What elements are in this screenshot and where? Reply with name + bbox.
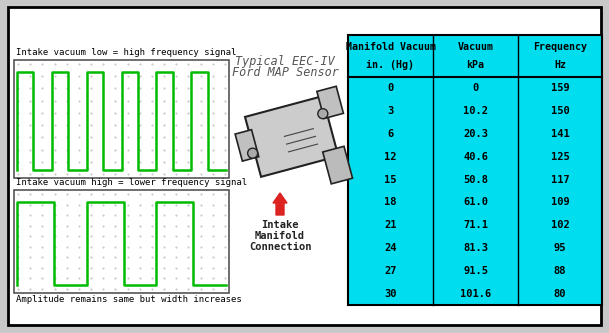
- Text: 18: 18: [384, 197, 396, 207]
- Text: 88: 88: [554, 266, 566, 276]
- Polygon shape: [323, 146, 353, 184]
- Text: 71.1: 71.1: [463, 220, 488, 230]
- Text: 21: 21: [384, 220, 396, 230]
- Text: 117: 117: [551, 174, 569, 184]
- Text: 102: 102: [551, 220, 569, 230]
- Polygon shape: [235, 130, 259, 161]
- Text: 95: 95: [554, 243, 566, 253]
- Bar: [348, 35, 602, 305]
- Text: Typical EEC-IV: Typical EEC-IV: [235, 55, 335, 68]
- Bar: [14, 60, 229, 178]
- Bar: [14, 190, 229, 293]
- Text: Manifold: Manifold: [255, 231, 305, 241]
- Text: 40.6: 40.6: [463, 152, 488, 162]
- Text: Intake vacuum low = high frequency signal: Intake vacuum low = high frequency signa…: [16, 48, 236, 57]
- Text: Vacuum: Vacuum: [457, 42, 493, 52]
- Text: 0: 0: [387, 83, 393, 93]
- Text: 109: 109: [551, 197, 569, 207]
- Text: in. (Hg): in. (Hg): [367, 60, 415, 70]
- Text: 30: 30: [384, 289, 396, 299]
- Text: 12: 12: [384, 152, 396, 162]
- Text: 91.5: 91.5: [463, 266, 488, 276]
- Text: 150: 150: [551, 106, 569, 116]
- Text: 141: 141: [551, 129, 569, 139]
- Text: 3: 3: [387, 106, 393, 116]
- Text: 80: 80: [554, 289, 566, 299]
- Text: 61.0: 61.0: [463, 197, 488, 207]
- Text: 0: 0: [473, 83, 479, 93]
- Text: 125: 125: [551, 152, 569, 162]
- Text: 159: 159: [551, 83, 569, 93]
- Text: 24: 24: [384, 243, 396, 253]
- Text: 50.8: 50.8: [463, 174, 488, 184]
- FancyArrow shape: [273, 193, 287, 215]
- Text: Frequency: Frequency: [533, 42, 587, 52]
- Text: Intake: Intake: [261, 220, 299, 230]
- Text: Connection: Connection: [248, 242, 311, 252]
- Circle shape: [248, 148, 258, 158]
- Polygon shape: [317, 86, 343, 119]
- Text: Ford MAP Sensor: Ford MAP Sensor: [231, 67, 339, 80]
- Text: 81.3: 81.3: [463, 243, 488, 253]
- Text: Amplitude remains same but width increases: Amplitude remains same but width increas…: [16, 295, 242, 304]
- Text: 15: 15: [384, 174, 396, 184]
- Circle shape: [318, 109, 328, 119]
- Text: Manifold Vacuum: Manifold Vacuum: [345, 42, 435, 52]
- Text: 6: 6: [387, 129, 393, 139]
- Polygon shape: [245, 96, 339, 177]
- Text: 20.3: 20.3: [463, 129, 488, 139]
- Text: 101.6: 101.6: [460, 289, 491, 299]
- Text: kPa: kPa: [466, 60, 485, 70]
- Text: 27: 27: [384, 266, 396, 276]
- Text: Intake vacuum high = lower frequency signal: Intake vacuum high = lower frequency sig…: [16, 178, 247, 187]
- Text: Hz: Hz: [554, 60, 566, 70]
- Text: 10.2: 10.2: [463, 106, 488, 116]
